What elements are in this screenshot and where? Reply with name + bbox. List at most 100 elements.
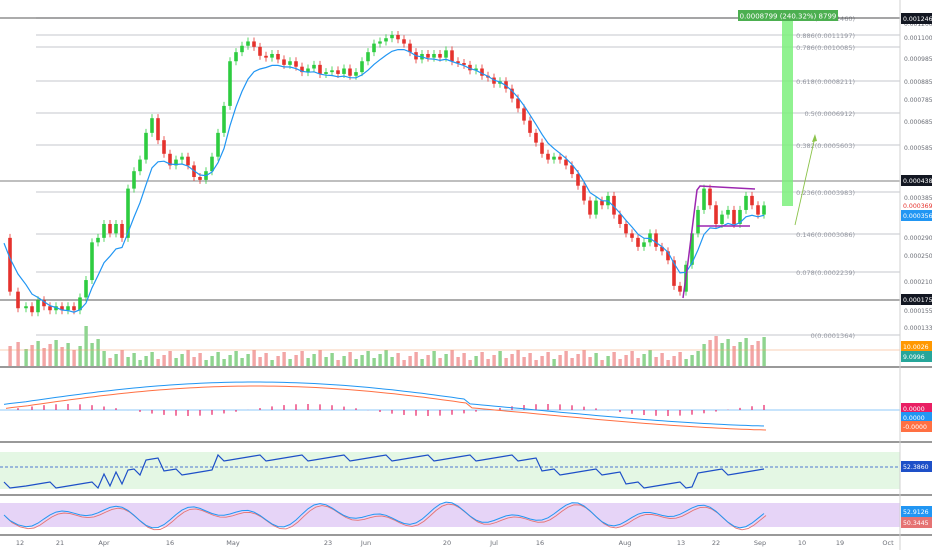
candle-body bbox=[408, 43, 412, 53]
flag-pole-top bbox=[682, 185, 756, 299]
candle-body bbox=[114, 223, 118, 234]
candle-body bbox=[522, 108, 526, 121]
volume-bar bbox=[612, 352, 616, 366]
candle-body bbox=[294, 61, 298, 67]
candle-body bbox=[714, 205, 718, 224]
candle-body bbox=[528, 120, 532, 133]
candle-body bbox=[558, 156, 562, 160]
candle-body bbox=[186, 156, 190, 166]
candle-body bbox=[222, 105, 226, 133]
volume-bar bbox=[192, 357, 196, 366]
candle-body bbox=[246, 41, 250, 46]
candle-body bbox=[672, 260, 676, 286]
candle-body bbox=[720, 214, 724, 224]
volume-bar bbox=[312, 354, 316, 366]
macd-label-a: 0.0000 bbox=[903, 406, 925, 413]
candle-body bbox=[516, 98, 520, 109]
volume-bar bbox=[228, 355, 232, 366]
candle-body bbox=[456, 61, 460, 64]
volume-bar bbox=[138, 360, 142, 366]
time-axis[interactable]: 12 21 Apr 16 May 23 Jun 20 Jul 16 Aug 13 22 Sep 10 19 Oc… bbox=[16, 539, 894, 547]
candle-body bbox=[630, 233, 634, 238]
rsi-label-bg bbox=[901, 461, 932, 472]
stoch-band bbox=[0, 503, 900, 527]
candle-body bbox=[732, 209, 736, 224]
volume-bar bbox=[510, 354, 514, 366]
volume-bar bbox=[630, 351, 634, 366]
volume-bar bbox=[240, 358, 244, 366]
price-low-label: 0.0001756 bbox=[903, 297, 932, 304]
candle-body bbox=[390, 34, 394, 39]
price-ema-label-bg bbox=[901, 210, 932, 221]
candle-body bbox=[708, 188, 712, 206]
candle-body bbox=[564, 159, 568, 166]
candle-body bbox=[30, 306, 34, 313]
volume-bar bbox=[432, 351, 436, 366]
volume-bar bbox=[16, 342, 20, 366]
volume-bar bbox=[54, 340, 58, 366]
candle-body bbox=[102, 223, 106, 238]
volume-bar bbox=[372, 358, 376, 366]
candle-body bbox=[642, 242, 646, 247]
volume-bar bbox=[726, 339, 730, 366]
candle-body bbox=[306, 68, 310, 73]
volume-bar bbox=[300, 351, 304, 366]
volume-bar bbox=[588, 357, 592, 366]
volume-bar bbox=[756, 341, 760, 366]
volume-bar bbox=[504, 358, 508, 366]
time-tick-label: 21 bbox=[56, 539, 64, 547]
macd-label-c-bg bbox=[901, 421, 932, 432]
candle-body bbox=[378, 41, 382, 44]
volume-bar bbox=[324, 357, 328, 366]
volume-bar bbox=[528, 353, 532, 366]
volume-bar bbox=[270, 360, 274, 366]
fib-label: 0.886(0.0011197) bbox=[796, 32, 855, 40]
rsi-label: 52.3860 bbox=[903, 464, 929, 471]
macd-label-a-bg bbox=[901, 403, 932, 414]
volume-bar bbox=[378, 354, 382, 366]
candle-body bbox=[228, 61, 232, 106]
volume-bar bbox=[30, 345, 34, 366]
volume-bar bbox=[522, 357, 526, 366]
fib-label: 0.618(0.0008211) bbox=[796, 78, 855, 86]
volume-label-a: 10.0026 bbox=[903, 344, 929, 351]
volume-bar bbox=[744, 338, 748, 366]
volume-bar bbox=[8, 346, 12, 366]
candle-body bbox=[72, 306, 76, 311]
candle-body bbox=[546, 153, 550, 160]
volume-bar bbox=[216, 352, 220, 366]
volume-bar bbox=[564, 351, 568, 366]
candle-body bbox=[264, 55, 268, 58]
volume-bar bbox=[390, 357, 394, 366]
volume-bar bbox=[96, 339, 100, 366]
volume-bar bbox=[60, 347, 64, 366]
volume-bar bbox=[282, 352, 286, 366]
candle-body bbox=[300, 66, 304, 73]
candle-body bbox=[612, 195, 616, 215]
volume-bar bbox=[444, 354, 448, 366]
candle-body bbox=[660, 246, 664, 252]
candle-body bbox=[576, 174, 580, 186]
candle-body bbox=[252, 41, 256, 47]
candle-body bbox=[78, 297, 82, 311]
time-tick-label: Apr bbox=[98, 539, 110, 547]
candle-body bbox=[198, 177, 202, 180]
price-high-label-bg bbox=[901, 13, 932, 24]
volume-bar bbox=[708, 340, 712, 366]
volume-bar bbox=[672, 356, 676, 366]
volume-bar bbox=[426, 355, 430, 366]
volume-bar bbox=[204, 360, 208, 366]
volume-bar bbox=[90, 343, 94, 366]
macd-line bbox=[3, 381, 765, 427]
stoch-rsi-panel bbox=[0, 501, 900, 531]
volume-bar bbox=[714, 336, 718, 366]
macd-label-c: -0.0000 bbox=[903, 424, 927, 431]
